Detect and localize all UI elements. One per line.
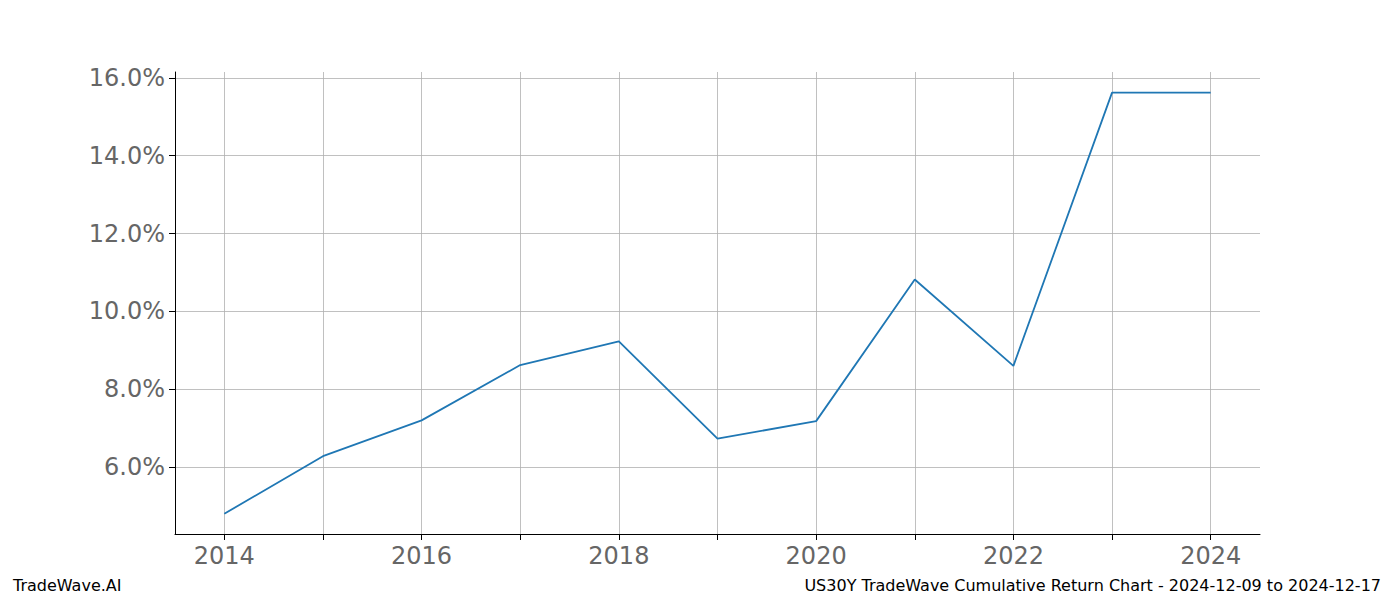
svg-text:2016: 2016 xyxy=(391,542,452,570)
svg-text:US30Y TradeWave Cumulative Ret: US30Y TradeWave Cumulative Return Chart … xyxy=(804,576,1381,595)
svg-text:10.0%: 10.0% xyxy=(89,297,165,325)
svg-text:12.0%: 12.0% xyxy=(89,220,165,248)
svg-text:8.0%: 8.0% xyxy=(104,375,165,403)
svg-text:2014: 2014 xyxy=(194,542,255,570)
svg-text:2018: 2018 xyxy=(588,542,649,570)
svg-text:2020: 2020 xyxy=(786,542,847,570)
svg-text:16.0%: 16.0% xyxy=(89,64,165,92)
svg-text:2024: 2024 xyxy=(1180,542,1241,570)
svg-text:6.0%: 6.0% xyxy=(104,453,165,481)
svg-text:TradeWave.AI: TradeWave.AI xyxy=(12,576,121,595)
svg-text:14.0%: 14.0% xyxy=(89,142,165,170)
svg-text:2022: 2022 xyxy=(983,542,1044,570)
